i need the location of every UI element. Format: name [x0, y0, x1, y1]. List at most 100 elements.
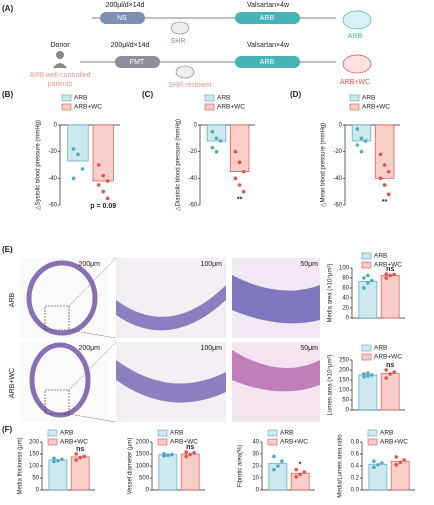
bar	[48, 459, 68, 491]
legend-label: ARB	[74, 95, 87, 102]
legend-swatch	[47, 429, 58, 437]
y-tick-label: 150	[339, 378, 350, 384]
legend-label: ARB	[280, 430, 293, 437]
data-point	[280, 459, 284, 464]
bar	[206, 124, 227, 142]
legend-label: ARB+WC	[374, 262, 402, 269]
panel-a: (A) NS 200μl/d×14d SHR ARB Valsartan×4w …	[2, 2, 372, 89]
y-axis-label: Media area (×10⁴μm²)	[327, 264, 334, 323]
legend-label: ARB+WC	[217, 104, 245, 111]
arb-out: ARB	[348, 33, 363, 40]
y-axis-label: Vessel diameter (μm)	[128, 438, 134, 495]
data-point	[388, 273, 392, 278]
data-point	[233, 176, 238, 181]
y-tick-label: 2000	[136, 440, 150, 446]
image	[20, 342, 108, 422]
data-point	[52, 459, 56, 464]
y-tick-label: 0.8	[351, 440, 360, 446]
data-point	[184, 454, 188, 459]
y-tick-label: 0	[346, 316, 350, 322]
data-point	[384, 272, 388, 276]
legend-swatch	[267, 429, 278, 437]
donor-group: ARB well-controlled	[29, 72, 90, 79]
data-point	[370, 278, 374, 283]
legend-swatch	[367, 429, 378, 437]
data-point	[302, 470, 306, 474]
data-point	[162, 451, 166, 456]
legend-swatch	[367, 438, 378, 446]
bar	[374, 124, 395, 179]
vessel	[29, 342, 91, 418]
y-tick-label: 40	[252, 440, 259, 446]
data-point	[272, 454, 276, 459]
data-point	[105, 196, 110, 201]
data-point	[218, 139, 223, 143]
y-tick-label: 0	[339, 123, 343, 129]
drug: Valsartan×4w	[247, 42, 290, 49]
data-point	[402, 458, 406, 462]
data-point	[74, 458, 78, 462]
data-point	[214, 149, 219, 154]
legend-label: ARB+WC	[280, 439, 308, 446]
ns-box	[100, 12, 145, 24]
legend-label: ARB+WC	[60, 439, 88, 446]
data-point	[210, 145, 215, 150]
bar	[380, 275, 400, 319]
y-tick-label: 50	[342, 398, 349, 404]
bar	[158, 454, 178, 491]
legend-label: ARB+WC	[374, 354, 402, 361]
legend-label: ARB+WC	[74, 104, 102, 111]
data-point	[386, 169, 391, 174]
legend-label: ARB	[374, 345, 387, 352]
y-axis-label: Fibrotic area(%)	[238, 445, 244, 488]
y-tick-label: 20	[342, 306, 349, 312]
panel-e-images: (E) ARB ARB+WC 200μm 100μm 50μm 200μm 10…	[2, 245, 320, 434]
significance: *	[299, 461, 302, 468]
y-tick-label: 0	[36, 488, 40, 494]
data-point	[52, 456, 56, 461]
data-point	[359, 149, 364, 154]
y-axis-label: △Systolic blood pressure (mmHg)	[36, 120, 42, 210]
donor: Donor	[50, 42, 70, 49]
legend-label: ARB+WC	[170, 439, 198, 446]
recipient: SHR recipient	[168, 82, 211, 89]
data-point	[362, 286, 366, 290]
data-point	[101, 173, 105, 178]
y-tick-label: 150	[29, 452, 40, 458]
data-point	[366, 371, 370, 375]
y-tick-label: 500	[139, 476, 150, 482]
donor-group: patients	[48, 81, 73, 88]
y-tick-label: 10	[252, 476, 259, 482]
data-point	[78, 455, 82, 460]
legend-label: ARB+WC	[362, 104, 390, 111]
data-point	[76, 152, 80, 157]
rat	[175, 65, 195, 79]
panel-label: (E)	[2, 245, 13, 254]
y-tick-label: 30	[252, 452, 259, 458]
panel-label: (F)	[2, 425, 13, 434]
significance: ns	[186, 444, 194, 451]
data-point	[192, 451, 196, 455]
y-tick-label: 1000	[136, 464, 150, 470]
vessel	[26, 260, 98, 336]
y-tick-label: -40	[188, 176, 197, 182]
scale: 50μm	[300, 345, 318, 352]
data-point	[372, 465, 376, 470]
data-point	[105, 179, 110, 183]
y-tick-label: 60	[342, 286, 349, 292]
y-tick-label: -20	[188, 149, 197, 155]
person	[56, 51, 64, 59]
data-point	[241, 169, 246, 174]
data-point	[388, 372, 392, 376]
data-point	[170, 452, 174, 457]
data-point	[166, 453, 170, 458]
y-tick-label: 0	[346, 408, 350, 414]
data-point	[384, 368, 388, 372]
significance: p = 0.09	[90, 203, 116, 210]
significance: ns	[386, 362, 394, 369]
tissue	[116, 285, 226, 331]
scale: 200μm	[78, 261, 100, 268]
drug: Valsartan×4w	[247, 2, 290, 9]
tissue	[232, 350, 320, 392]
panel-label: (D)	[290, 90, 301, 99]
